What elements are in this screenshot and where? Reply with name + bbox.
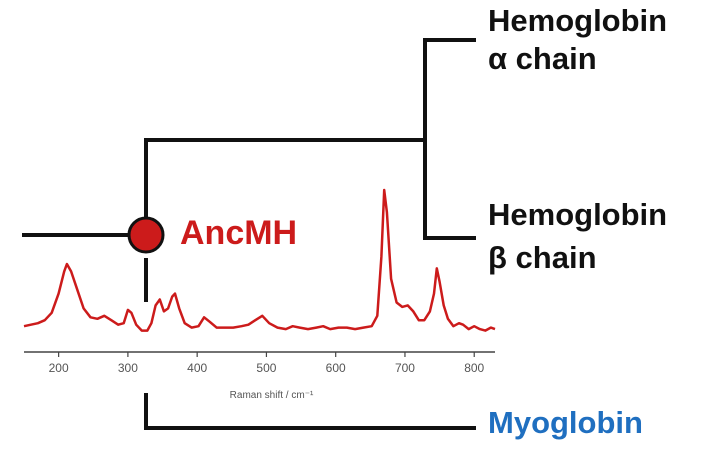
x-tick-label: 600 (326, 361, 346, 375)
hemoglobin-alpha-label-line1: Hemoglobin (488, 3, 668, 38)
x-tick-label: 200 (49, 361, 69, 375)
spectrum-trace (23, 188, 496, 332)
x-tick-label: 500 (256, 361, 276, 375)
x-tick-label: 700 (395, 361, 415, 375)
ancestor-node (127, 216, 165, 254)
x-tick-label: 800 (464, 361, 484, 375)
raman-spectrum: 200 300 400 500 600 700 800 Raman shift / cm⁻¹ (23, 188, 496, 401)
ancestor-label: AncMH (180, 214, 298, 252)
x-axis-label: Raman shift / cm⁻¹ (230, 390, 314, 401)
hemoglobin-alpha-label-line2: α chain (488, 41, 597, 76)
x-tick-label: 400 (187, 361, 207, 375)
hemoglobin-beta-label-line2: β chain (488, 240, 597, 275)
myoglobin-label: Myoglobin (488, 405, 643, 440)
hemoglobin-beta-label-line1: Hemoglobin (488, 197, 668, 232)
x-tick-label: 300 (118, 361, 138, 375)
